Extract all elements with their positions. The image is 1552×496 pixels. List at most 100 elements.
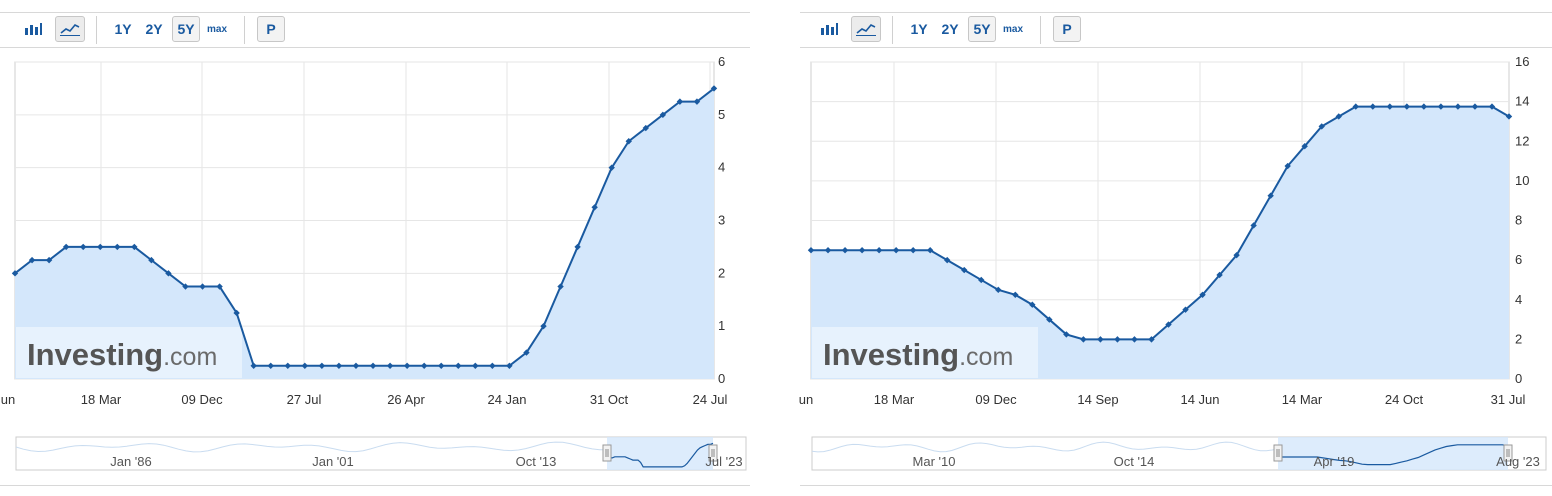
toolbar-separator <box>96 16 97 44</box>
navigator-handle-grip[interactable] <box>1503 444 1513 462</box>
y-tick-label: 10 <box>1515 173 1529 188</box>
range-2y-button[interactable]: 2Y <box>145 21 163 37</box>
data-point <box>62 243 70 251</box>
range-1y-button[interactable]: 1Y <box>910 21 928 37</box>
data-point <box>1369 103 1377 110</box>
range-navigator[interactable]: Mar '10 Oct '14 Apr '19 Aug '23 <box>811 436 1547 471</box>
panel-bottom-border <box>800 485 1552 486</box>
x-tick-label: 31 Jul <box>1491 392 1526 407</box>
y-tick-label: 16 <box>1515 54 1529 69</box>
area-chart: 0 1 2 3 4 5 6 un 18 Mar 09 Dec 27 Jul 26 Apr 24 Jan 3… <box>1 54 747 471</box>
area-chart: 0 2 4 6 8 10 12 14 16 un 18 Mar 09 Dec 14 Sep 14 Jun 1… <box>799 54 1547 471</box>
data-point <box>506 362 513 369</box>
data-point <box>472 362 479 369</box>
data-point <box>1386 103 1394 110</box>
data-point <box>1080 336 1087 343</box>
line-chart-button[interactable] <box>851 16 881 42</box>
navigator-handle[interactable] <box>1273 444 1283 462</box>
navigator-label: Jan '01 <box>312 454 354 469</box>
x-tick-label: 09 Dec <box>975 392 1017 407</box>
data-point <box>45 256 53 264</box>
data-point <box>1505 113 1513 120</box>
y-tick-label: 12 <box>1515 133 1529 148</box>
y-tick-label: 0 <box>718 371 725 386</box>
toolbar-separator <box>892 16 893 44</box>
data-point <box>608 164 615 171</box>
range-2y-button[interactable]: 2Y <box>941 21 959 37</box>
data-point <box>199 283 206 290</box>
x-tick-label: un <box>1 392 15 407</box>
range-max-button[interactable]: max <box>1002 23 1023 35</box>
data-point <box>455 362 462 369</box>
data-point <box>114 243 121 251</box>
range-1y-button[interactable]: 1Y <box>114 21 132 37</box>
data-point <box>79 243 87 251</box>
range-navigator[interactable]: Jan '86 Jan '01 Oct '13 Jul '23 <box>15 436 747 471</box>
data-point <box>1471 103 1479 110</box>
data-point <box>642 124 650 132</box>
navigator-selection[interactable] <box>607 437 713 470</box>
y-tick-label: 4 <box>718 160 725 175</box>
navigator-selection[interactable] <box>1278 437 1508 470</box>
data-point <box>1233 251 1240 259</box>
y-tick-label: 8 <box>1515 213 1522 228</box>
data-point <box>386 362 394 369</box>
area-fill <box>15 88 714 380</box>
x-tick-label: un <box>799 392 813 407</box>
p-button[interactable]: P <box>1053 16 1081 42</box>
navigator-handle[interactable] <box>708 444 718 462</box>
y-tick-label: 3 <box>718 213 725 228</box>
watermark-brand: Investing.com <box>823 337 1013 372</box>
range-5y-button[interactable]: 5Y <box>172 16 200 42</box>
navigator-label: Oct '14 <box>1114 454 1155 469</box>
data-point <box>148 256 155 264</box>
navigator-overview-line <box>15 441 607 453</box>
bar-chart-button[interactable] <box>16 16 50 42</box>
data-point <box>1437 103 1445 110</box>
data-point <box>267 362 274 369</box>
bar-chart-icon <box>821 23 838 35</box>
navigator-handle[interactable] <box>1503 444 1513 462</box>
y-tick-label: 6 <box>1515 252 1522 267</box>
investing-watermark: Investing.com <box>16 327 242 378</box>
p-button[interactable]: P <box>257 16 285 42</box>
y-tick-label: 6 <box>718 54 725 69</box>
navigator-series-line <box>1278 444 1509 466</box>
data-point <box>978 276 985 284</box>
navigator-handle-grip[interactable] <box>1273 444 1283 462</box>
navigator-handle[interactable] <box>602 444 612 462</box>
y-tick-label: 5 <box>718 107 725 122</box>
range-5y-button[interactable]: 5Y <box>968 16 996 42</box>
bar-chart-button[interactable] <box>812 16 846 42</box>
chart-panel-right: 1Y 2Y 5Y max P 0 2 4 6 8 10 12 14 16 un 18 Mar 09 D… <box>799 0 1552 496</box>
navigator-handle-grip[interactable] <box>708 444 718 462</box>
y-tick-label: 2 <box>1515 331 1522 346</box>
data-point <box>892 247 900 254</box>
data-point <box>403 362 411 369</box>
data-point <box>1029 301 1036 308</box>
data-point <box>335 362 343 369</box>
watermark-background <box>16 327 242 378</box>
data-point <box>438 362 445 369</box>
data-point <box>420 362 428 369</box>
data-point <box>676 98 684 105</box>
data-point <box>165 270 172 277</box>
data-point <box>182 283 189 290</box>
watermark-background <box>812 327 1038 378</box>
y-tick-label: 1 <box>718 318 725 333</box>
y-tick-label: 0 <box>1515 371 1522 386</box>
range-max-button[interactable]: max <box>206 23 227 35</box>
data-point <box>131 243 138 251</box>
navigator-label: Aug '23 <box>1496 454 1540 469</box>
navigator-handle-grip[interactable] <box>602 444 612 462</box>
data-point <box>1420 103 1428 110</box>
data-point <box>807 247 815 254</box>
line-chart-button[interactable] <box>55 16 85 42</box>
data-point <box>1250 222 1257 229</box>
data-point <box>1165 321 1172 328</box>
bar-chart-icon <box>25 23 42 35</box>
navigator-label: Mar '10 <box>913 454 956 469</box>
data-point <box>489 362 496 369</box>
data-point <box>557 283 564 290</box>
x-tick-label: 09 Dec <box>181 392 223 407</box>
